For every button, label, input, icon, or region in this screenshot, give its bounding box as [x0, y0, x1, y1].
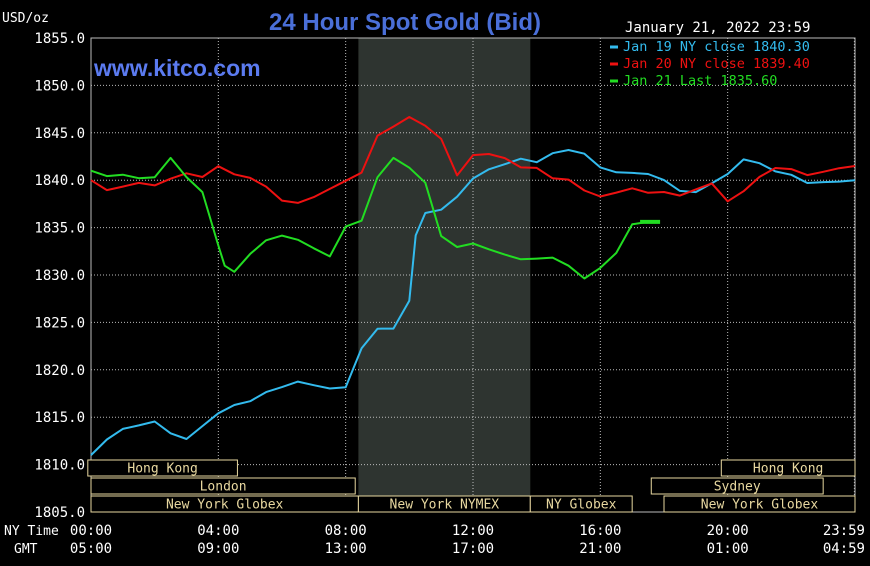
kitco-watermark: www.kitco.com [93, 55, 261, 81]
x-tick-gmt: 21:00 [579, 541, 621, 557]
y-tick-label: 1845.0 [34, 126, 85, 142]
session-label: New York NYMEX [390, 498, 500, 513]
x-axis-ticks: 00:00 05:00 04:00 09:00 08:00 13:00 12:00 17:00… [70, 523, 865, 557]
x-tick-gmt: 17:00 [452, 541, 494, 557]
x-tick-gmt: 09:00 [197, 541, 239, 557]
y-tick-label: 1830.0 [34, 268, 85, 284]
y-tick-label: 1855.0 [34, 31, 85, 47]
session-box [87, 459, 238, 477]
chart-timestamp: January 21, 2022 23:59 [625, 20, 810, 36]
session-label: London [200, 480, 247, 495]
x-tick-ny: 00:00 [70, 523, 112, 539]
session-box [663, 495, 856, 513]
legend-entry: Jan 21 Last 1835.60 [623, 73, 777, 89]
y-tick-label: 1835.0 [34, 221, 85, 237]
x-tick-ny: 12:00 [452, 523, 494, 539]
chart-title: 24 Hour Spot Gold (Bid) [269, 9, 541, 36]
session-label: New York Globex [701, 498, 819, 513]
x-tick-ny: 23:59 [823, 523, 865, 539]
y-tick-label: 1810.0 [34, 458, 85, 474]
session-label: Hong Kong [127, 462, 197, 477]
series-line-2 [90, 116, 856, 204]
session-box [720, 459, 856, 477]
session-label: Sydney [714, 480, 761, 495]
legend-entry: Jan 19 NY close 1840.30 [623, 39, 810, 55]
nymex-session-highlight [358, 38, 531, 512]
y-axis-ticks: 1855.0 1850.0 1845.0 1840.0 1835.0 1830.0 1825… [34, 31, 85, 521]
y-tick-label: 1805.0 [34, 505, 85, 521]
legend-entry: Jan 20 NY close 1839.40 [623, 56, 810, 72]
x-tick-gmt: 13:00 [325, 541, 367, 557]
y-tick-label: 1815.0 [34, 410, 85, 426]
session-label: Hong Kong [753, 462, 823, 477]
x-tick-gmt: 01:00 [707, 541, 749, 557]
session-box [650, 477, 824, 495]
x-tick-ny: 16:00 [579, 523, 621, 539]
y-axis-label: USD/oz [2, 11, 49, 26]
y-tick-label: 1850.0 [34, 78, 85, 94]
y-tick-label: 1825.0 [34, 315, 85, 331]
x-tick-gmt: 05:00 [70, 541, 112, 557]
y-tick-label: 1840.0 [34, 173, 85, 189]
y-tick-label: 1820.0 [34, 363, 85, 379]
x-tick-ny: 08:00 [325, 523, 367, 539]
session-label: New York Globex [166, 498, 284, 513]
price-series [90, 116, 856, 456]
session-box [529, 495, 633, 513]
gmt-row-label: GMT [14, 542, 38, 557]
session-box [90, 477, 356, 495]
x-tick-ny: 04:00 [197, 523, 239, 539]
x-tick-ny: 20:00 [707, 523, 749, 539]
session-label: NY Globex [546, 498, 617, 513]
ny-time-row-label: NY Time [4, 524, 59, 539]
series-line-1 [90, 149, 856, 456]
series-line-3 [90, 156, 649, 280]
x-tick-gmt: 04:59 [823, 541, 865, 557]
